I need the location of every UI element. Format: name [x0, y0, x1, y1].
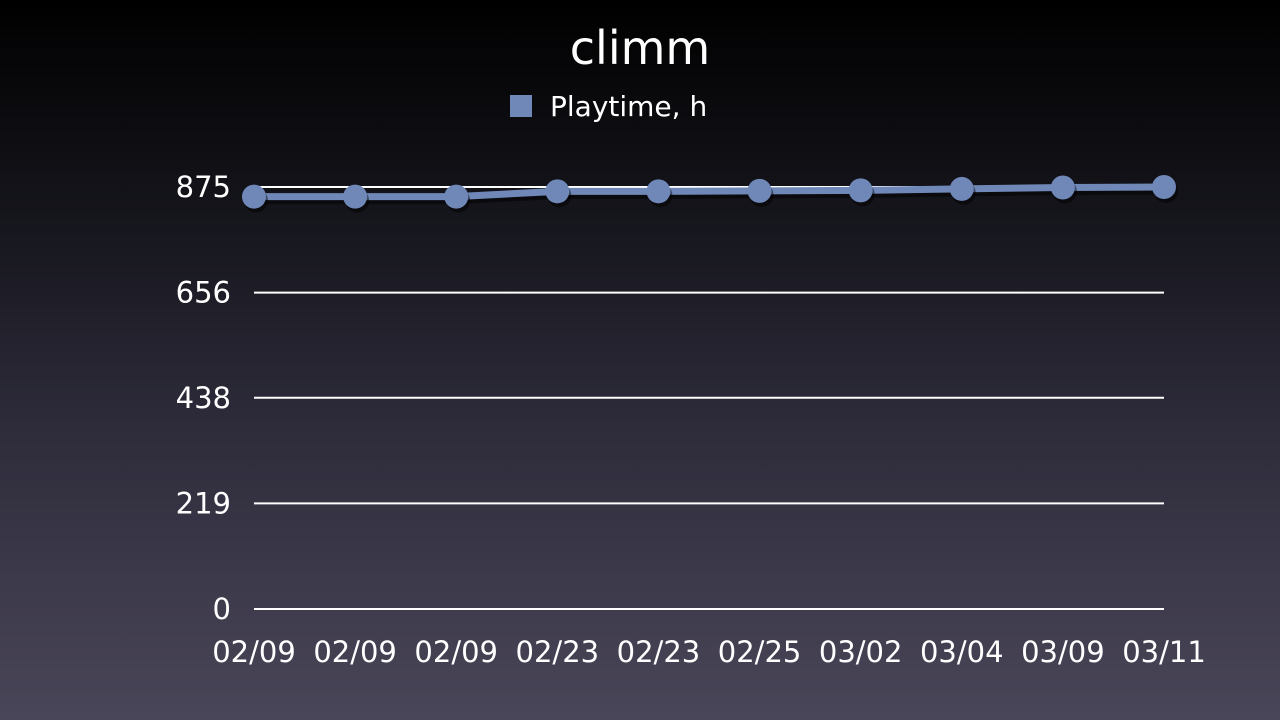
x-tick-label: 03/09: [1021, 635, 1105, 669]
y-tick-label: 219: [176, 486, 231, 520]
gridlines: [254, 187, 1164, 609]
data-point: [950, 177, 974, 201]
data-point: [748, 179, 772, 203]
x-tick-label: 02/09: [414, 635, 498, 669]
data-point: [343, 185, 367, 209]
data-point: [646, 179, 670, 203]
data-point: [545, 179, 569, 203]
x-tick-label: 02/23: [516, 635, 600, 669]
x-tick-label: 02/09: [212, 635, 296, 669]
y-tick-label: 0: [213, 592, 231, 626]
x-axis-ticks: 02/09 02/09 02/09 02/23 02/23 02/25 03/02 03/04…: [212, 635, 1206, 669]
data-point: [849, 178, 873, 202]
data-point: [242, 185, 266, 209]
series-playtime: [242, 175, 1178, 213]
x-tick-label: 02/23: [617, 635, 701, 669]
data-point: [444, 185, 468, 209]
x-tick-label: 02/25: [718, 635, 802, 669]
y-axis-ticks: 0 219 438 656 875: [176, 170, 231, 626]
x-tick-label: 03/11: [1122, 635, 1206, 669]
y-tick-label: 438: [176, 381, 231, 415]
data-point: [1152, 175, 1176, 199]
y-tick-label: 656: [176, 276, 231, 310]
x-tick-label: 03/02: [819, 635, 903, 669]
x-tick-label: 02/09: [313, 635, 397, 669]
y-tick-label: 875: [176, 170, 231, 204]
data-point: [1051, 175, 1075, 199]
x-tick-label: 03/04: [920, 635, 1004, 669]
